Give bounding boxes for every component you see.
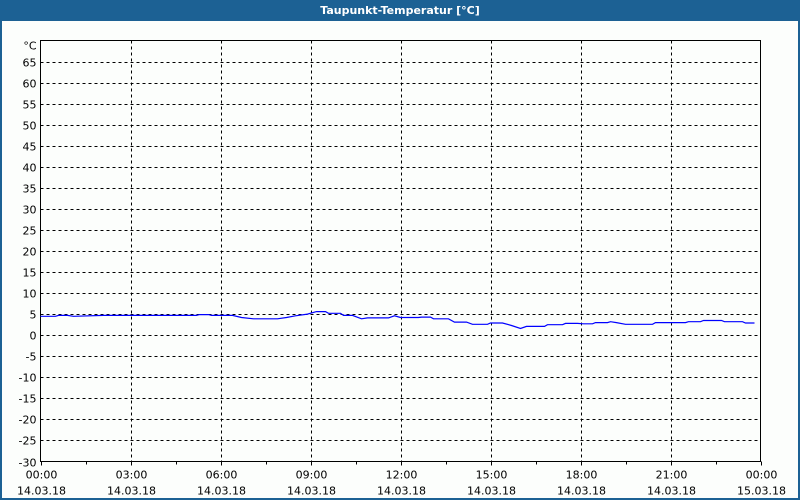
y-tick-label: 10 <box>23 288 37 301</box>
x-tick-time: 12:00 <box>386 469 418 482</box>
x-tick-date: 14.03.18 <box>647 485 696 498</box>
window-title: Taupunkt-Temperatur [°C] <box>0 0 800 21</box>
x-tick-time: 09:00 <box>296 469 328 482</box>
y-tick-label: -20 <box>19 414 37 427</box>
y-tick-label: 5 <box>30 309 37 322</box>
y-tick-label: -5 <box>26 351 37 364</box>
chart-area <box>2 21 798 498</box>
y-tick-label: 40 <box>23 162 37 175</box>
y-tick-label: 25 <box>23 225 37 238</box>
y-tick-label: 65 <box>23 57 37 70</box>
y-tick-label: 45 <box>23 141 37 154</box>
x-tick-date: 14.03.18 <box>287 485 336 498</box>
x-tick-date: 14.03.18 <box>17 485 66 498</box>
y-tick-label: -30 <box>19 457 37 470</box>
y-axis-unit: °C <box>23 40 37 53</box>
x-tick-time: 00:00 <box>746 469 778 482</box>
y-tick-label: 30 <box>23 204 37 217</box>
x-tick-time: 18:00 <box>566 469 598 482</box>
y-tick-label: 35 <box>23 183 37 196</box>
dewpoint-series-line <box>40 311 755 330</box>
x-tick-date: 14.03.18 <box>377 485 426 498</box>
y-tick-label: -15 <box>19 393 37 406</box>
y-tick-label: 55 <box>23 99 37 112</box>
x-tick-date: 14.03.18 <box>107 485 156 498</box>
y-tick-label: 0 <box>30 330 37 343</box>
x-tick-time: 03:00 <box>116 469 148 482</box>
y-tick-label: 20 <box>23 246 37 259</box>
x-tick-time: 15:00 <box>476 469 508 482</box>
x-tick-date: 14.03.18 <box>557 485 606 498</box>
x-tick-date: 15.03.18 <box>737 485 786 498</box>
x-tick-time: 00:00 <box>26 469 58 482</box>
x-tick-date: 14.03.18 <box>467 485 516 498</box>
y-tick-label: -10 <box>19 372 37 385</box>
y-tick-label: 50 <box>23 120 37 133</box>
y-tick-label: 15 <box>23 267 37 280</box>
y-tick-label: -25 <box>19 435 37 448</box>
y-tick-label: 60 <box>23 78 37 91</box>
x-tick-date: 14.03.18 <box>197 485 246 498</box>
x-tick-time: 21:00 <box>656 469 688 482</box>
plot-frame <box>40 40 761 462</box>
x-tick-time: 06:00 <box>206 469 238 482</box>
